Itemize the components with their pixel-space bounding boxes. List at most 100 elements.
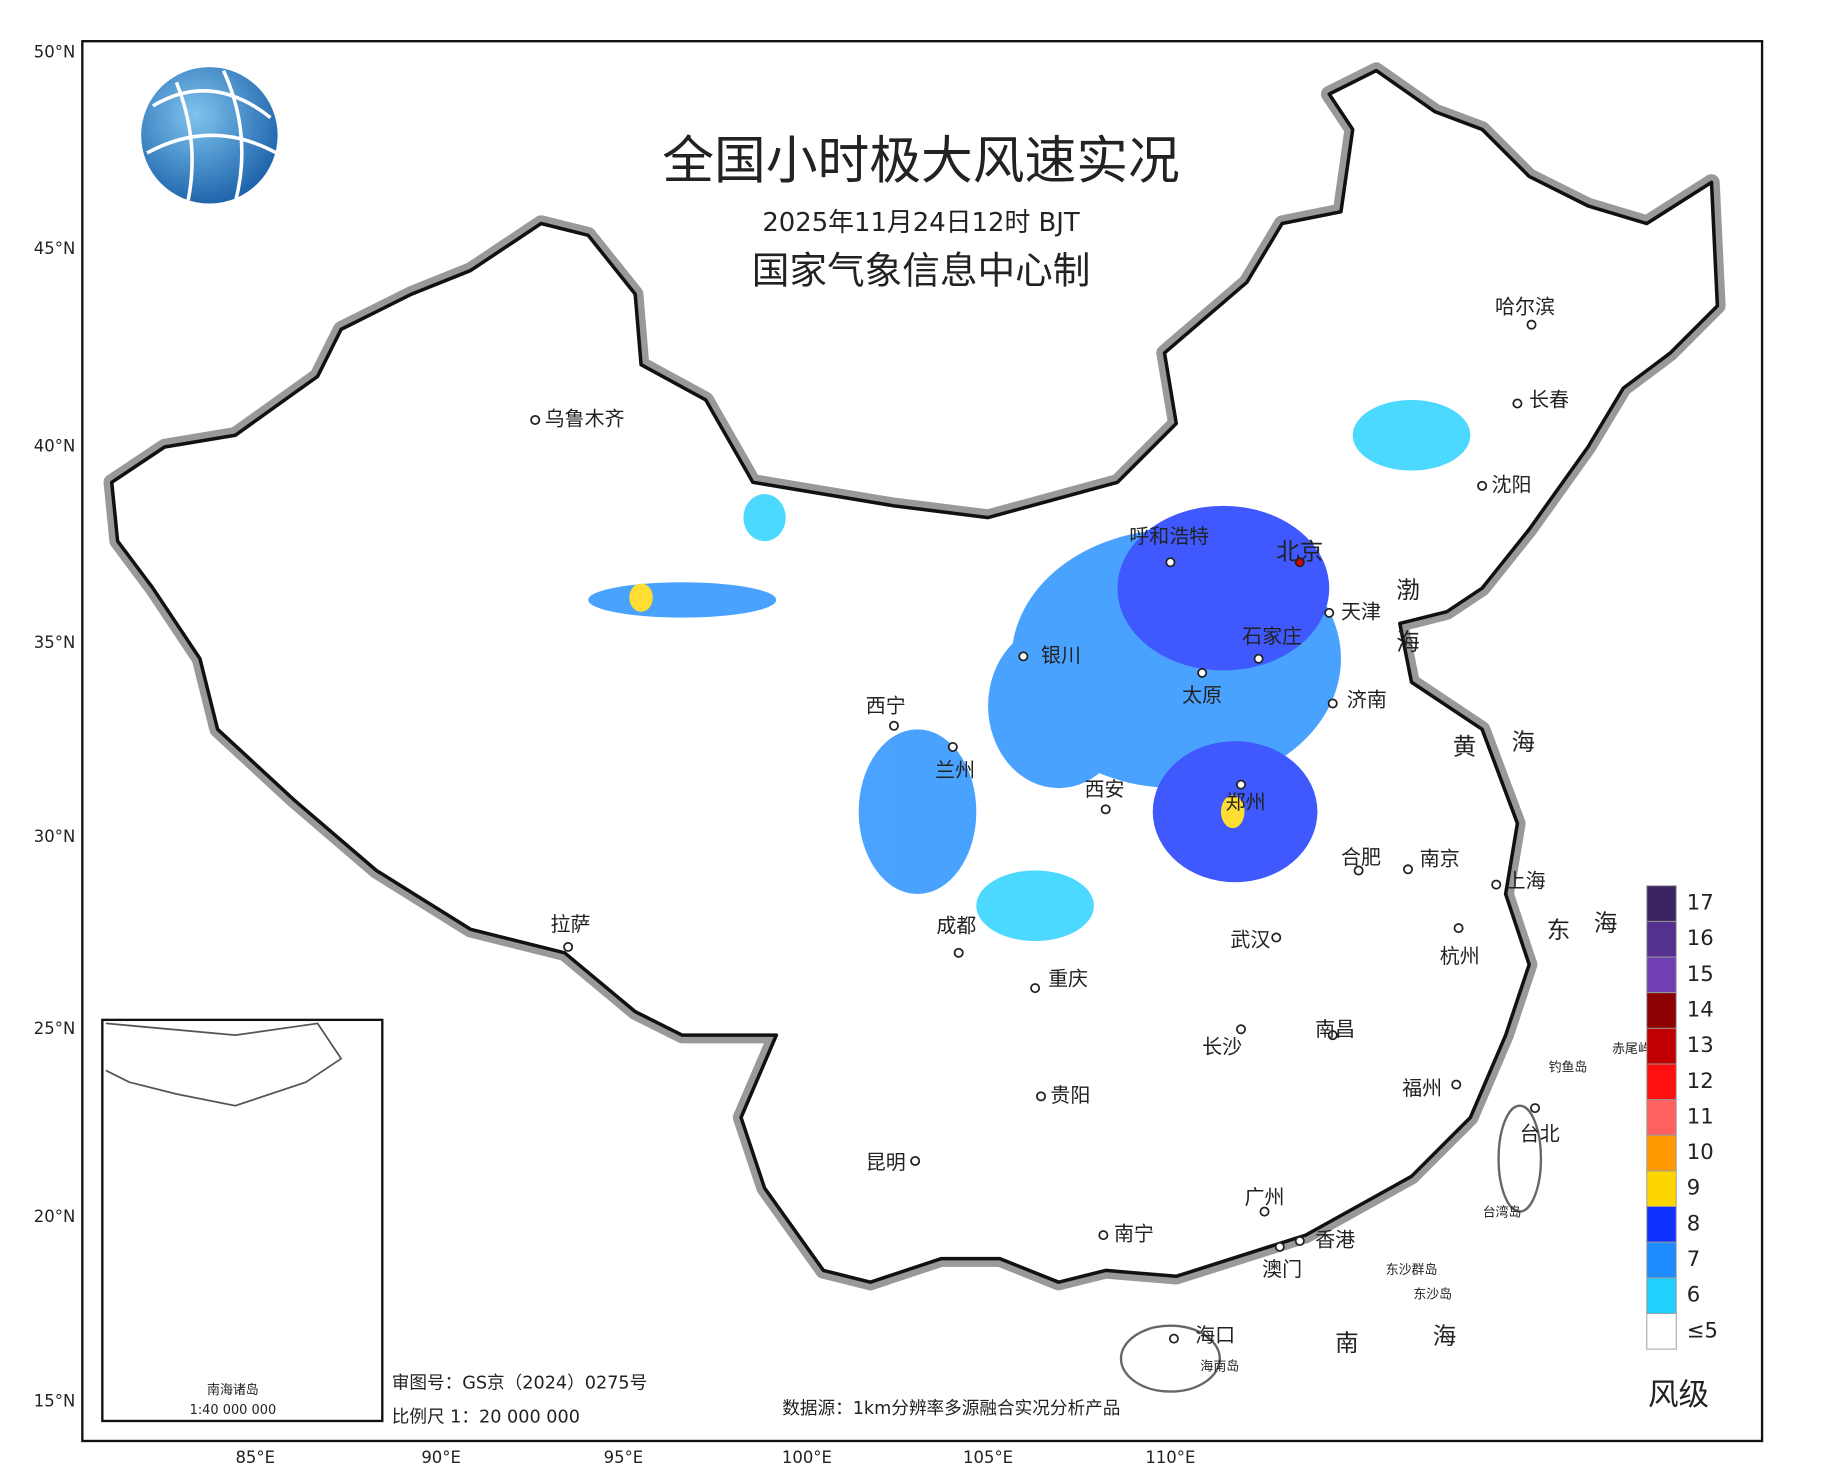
lon-label: 85°E — [235, 1448, 275, 1467]
water-label: 海 — [1594, 909, 1618, 937]
wind-area — [976, 870, 1094, 942]
wind-area — [1352, 399, 1471, 471]
city-label: 福州 — [1402, 1076, 1442, 1100]
city-dot — [1526, 319, 1537, 330]
city-label: 香港 — [1315, 1228, 1355, 1252]
legend-title: 风级 — [1648, 1378, 1709, 1413]
wind-area — [743, 494, 786, 542]
lat-label: 35°N — [34, 633, 75, 652]
lon-label: 105°E — [963, 1448, 1013, 1467]
city-label: 济南 — [1347, 688, 1387, 712]
hainan-island — [1119, 1324, 1221, 1393]
city-label: 乌鲁木齐 — [545, 406, 625, 430]
city-dot — [530, 414, 541, 425]
legend-label: 6 — [1687, 1282, 1700, 1307]
city-label: 西宁 — [866, 693, 906, 717]
city-dot — [1327, 1030, 1338, 1041]
lat-label: 30°N — [34, 827, 75, 846]
city-dot — [1098, 1230, 1109, 1241]
city-dot — [1100, 804, 1111, 815]
island-label: 东沙岛 — [1413, 1287, 1452, 1303]
city-label: 长沙 — [1202, 1035, 1242, 1059]
island-label: 钓鱼岛 — [1549, 1060, 1588, 1076]
city-label: 沈阳 — [1492, 472, 1532, 496]
country-border — [109, 68, 1720, 1284]
city-label: 北京 — [1276, 537, 1323, 565]
city-label: 成都 — [936, 913, 976, 937]
city-label: 郑州 — [1226, 790, 1266, 814]
city-label: 昆明 — [866, 1150, 906, 1174]
city-dot — [1259, 1206, 1270, 1217]
island-label: 赤尾屿 — [1612, 1042, 1651, 1057]
city-label: 南京 — [1420, 846, 1460, 870]
city-label: 贵阳 — [1050, 1083, 1090, 1107]
wind-area — [858, 729, 977, 895]
lat-label: 45°N — [34, 239, 75, 258]
city-label: 上海 — [1506, 869, 1546, 893]
maker: 国家气象信息中心制 — [752, 248, 1091, 292]
city-dot — [1512, 398, 1523, 409]
legend-label: 14 — [1687, 997, 1714, 1022]
wind-area — [1220, 795, 1245, 829]
city-dot — [1036, 1091, 1047, 1102]
lat-label: 25°N — [34, 1019, 75, 1038]
city-label: 武汉 — [1230, 928, 1270, 952]
legend-label: 10 — [1687, 1139, 1714, 1164]
review-number: 审图号：GS京（2024）0275号 — [392, 1372, 648, 1393]
legend-swatch — [1646, 1099, 1677, 1136]
city-dot — [1018, 651, 1029, 662]
city-dot — [1165, 557, 1176, 568]
lon-label: 110°E — [1145, 1448, 1195, 1467]
lat-label: 50°N — [34, 42, 75, 61]
city-label: 海口 — [1195, 1323, 1235, 1347]
lat-label: 15°N — [34, 1392, 75, 1411]
lat-label: 40°N — [34, 437, 75, 456]
city-label: 银川 — [1041, 643, 1081, 667]
legend-swatch — [1646, 1206, 1677, 1243]
legend-swatch — [1646, 1063, 1677, 1101]
water-label: 海 — [1433, 1322, 1457, 1350]
lon-label: 90°E — [421, 1448, 461, 1467]
legend-label: ≤5 — [1687, 1317, 1718, 1342]
city-dot — [1530, 1103, 1541, 1114]
city-dot — [1274, 1241, 1285, 1252]
inset-coast — [105, 1022, 343, 1107]
city-dot — [1294, 557, 1305, 568]
inset-title: 南海诸岛 — [207, 1382, 259, 1398]
city-label: 天津 — [1341, 599, 1381, 623]
water-label: 东 — [1547, 916, 1571, 944]
data-source: 数据源：1km分辨率多源融合实况分析产品 — [782, 1398, 1120, 1419]
water-label: 海 — [1396, 628, 1420, 656]
city-dot — [1253, 653, 1264, 664]
city-dot — [563, 941, 574, 952]
city-label: 拉萨 — [551, 912, 591, 936]
city-label: 太原 — [1182, 683, 1222, 707]
city-label: 呼和浩特 — [1129, 524, 1209, 548]
city-dot — [888, 720, 899, 731]
city-label: 广州 — [1245, 1185, 1285, 1209]
legend-label: 12 — [1687, 1068, 1714, 1093]
taiwan-island — [1497, 1104, 1543, 1213]
legend-label: 13 — [1687, 1032, 1714, 1057]
city-dot — [947, 741, 958, 752]
city-label: 台北 — [1520, 1122, 1560, 1146]
city-dot — [1197, 667, 1208, 678]
city-dot — [1403, 864, 1414, 875]
city-dot — [1235, 1024, 1246, 1035]
city-label: 兰州 — [935, 758, 975, 782]
wind-area — [588, 582, 777, 618]
city-dot — [1327, 698, 1338, 709]
water-label: 南 — [1335, 1329, 1359, 1357]
lon-label: 95°E — [604, 1448, 644, 1467]
legend-swatch — [1646, 1241, 1677, 1279]
city-dot — [910, 1156, 921, 1167]
legend-swatch — [1646, 1170, 1677, 1208]
legend-swatch — [1646, 1277, 1677, 1314]
water-label: 海 — [1512, 728, 1536, 756]
city-dot — [1453, 923, 1464, 934]
scale-text: 比例尺 1：20 000 000 — [392, 1406, 580, 1427]
city-dot — [1324, 607, 1335, 618]
legend-label: 7 — [1687, 1246, 1700, 1271]
